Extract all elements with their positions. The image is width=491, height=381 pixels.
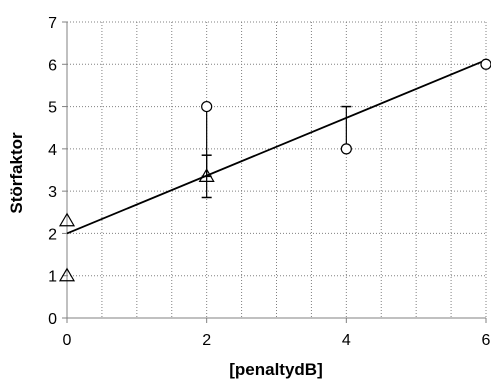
error-bars [201,105,352,199]
tick-labels: 0 1 2 3 4 5 6 7 0 2 4 6 [48,15,490,349]
y-tick-label: 2 [48,226,57,243]
y-tick-label: 5 [48,100,57,117]
y-tick-label: 6 [48,57,57,74]
trendline [66,59,487,235]
circle-marker [480,58,491,70]
triangle-marker [58,212,76,227]
y-tick-label: 0 [48,311,57,328]
y-axis-title: Störfaktor [7,132,26,214]
triangle-marker [198,168,215,182]
data-markers [58,58,491,282]
grid-lines [67,21,487,318]
x-tick-label: 6 [482,332,491,349]
x-axis-title: [penaltydB] [229,360,323,379]
y-tick-label: 4 [48,142,57,159]
y-tick-label: 3 [48,184,57,201]
y-tick-label: 1 [48,269,57,286]
x-tick-label: 0 [63,332,72,349]
axes [62,21,487,323]
circle-marker [340,143,352,155]
trendline-group [66,59,487,235]
triangle-marker [58,267,76,282]
x-tick-label: 2 [202,332,211,349]
error-bar [341,105,352,149]
x-tick-label: 4 [342,332,351,349]
circle-marker [201,100,213,113]
y-tick-label: 7 [48,15,57,32]
